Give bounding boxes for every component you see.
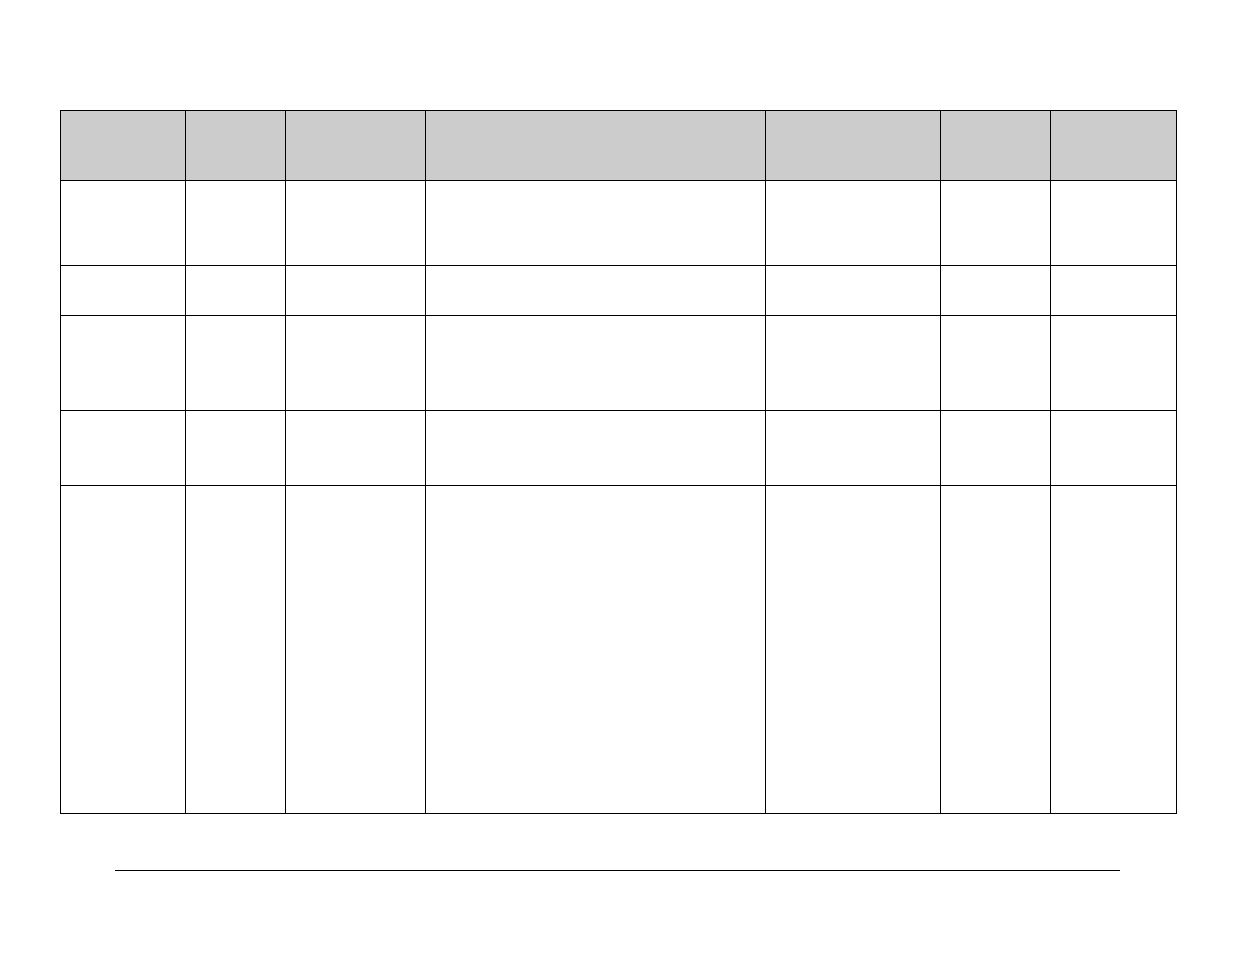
table-cell <box>1051 181 1177 266</box>
table-row <box>61 181 1177 266</box>
table-cell <box>286 181 426 266</box>
horizontal-divider <box>115 870 1120 871</box>
table-cell <box>286 486 426 814</box>
table-cell <box>1051 316 1177 411</box>
table-cell <box>941 181 1051 266</box>
table-cell <box>426 181 766 266</box>
table-header-cell <box>941 111 1051 181</box>
table-row <box>61 486 1177 814</box>
table-cell <box>186 486 286 814</box>
table-header-cell <box>186 111 286 181</box>
table-row <box>61 316 1177 411</box>
table-cell <box>1051 266 1177 316</box>
table-cell <box>286 266 426 316</box>
table-header-cell <box>426 111 766 181</box>
table-cell <box>186 316 286 411</box>
page <box>0 0 1235 954</box>
table-cell <box>61 316 186 411</box>
table-cell <box>426 266 766 316</box>
data-table <box>60 110 1177 814</box>
table-cell <box>286 316 426 411</box>
table-cell <box>186 266 286 316</box>
table-cell <box>286 411 426 486</box>
table-header-cell <box>61 111 186 181</box>
table-cell <box>61 486 186 814</box>
table-cell <box>941 411 1051 486</box>
table-cell <box>61 181 186 266</box>
table-cell <box>766 316 941 411</box>
table-cell <box>61 411 186 486</box>
table-cell <box>61 266 186 316</box>
table-cell <box>766 486 941 814</box>
table-cell <box>1051 411 1177 486</box>
table-cell <box>426 316 766 411</box>
table-header-cell <box>1051 111 1177 181</box>
table-cell <box>426 486 766 814</box>
table-row <box>61 266 1177 316</box>
table-cell <box>941 486 1051 814</box>
table-row <box>61 411 1177 486</box>
table-cell <box>766 266 941 316</box>
table-cell <box>941 266 1051 316</box>
table-cell <box>186 181 286 266</box>
table-cell <box>1051 486 1177 814</box>
table-cell <box>766 181 941 266</box>
table-cell <box>426 411 766 486</box>
table-cell <box>941 316 1051 411</box>
table-cell <box>766 411 941 486</box>
table-cell <box>186 411 286 486</box>
table-header-cell <box>286 111 426 181</box>
table-header-cell <box>766 111 941 181</box>
